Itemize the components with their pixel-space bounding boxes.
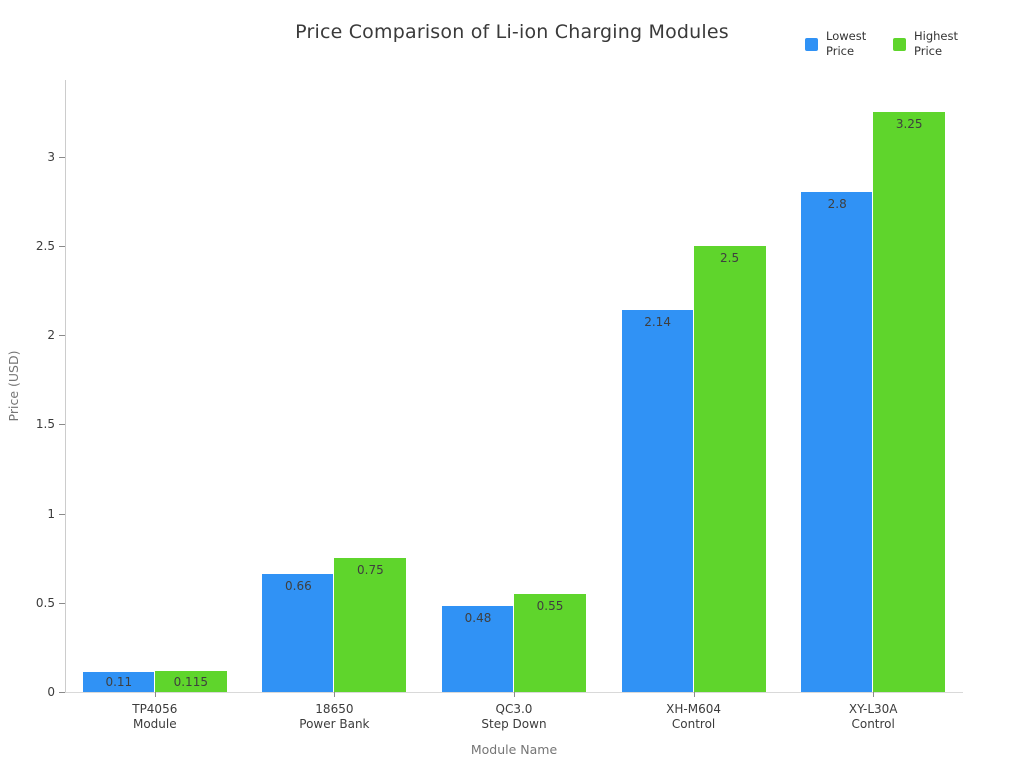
- category-label-line: QC3.0: [495, 702, 533, 716]
- y-tick-label: 2.5: [35, 238, 55, 253]
- category-label: TP4056 Module: [65, 702, 245, 732]
- y-tick-mark: [59, 335, 65, 337]
- y-tick-mark: [59, 513, 65, 515]
- y-tick-mark: [59, 602, 65, 604]
- legend-swatch-icon: [893, 37, 906, 51]
- bar-highest-price-2: [334, 558, 407, 692]
- y-tick-label: 1.5: [35, 417, 55, 432]
- category-label: 18650 Power Bank: [244, 702, 424, 732]
- y-axis-line: [65, 80, 66, 692]
- bar-highest-price-5: [873, 112, 946, 692]
- legend: Lowest Price Highest Price: [805, 29, 962, 59]
- y-tick-label: 1: [47, 506, 55, 521]
- bar-value-label: 0.11: [105, 675, 133, 689]
- legend-item-lowest-price: Lowest Price: [805, 29, 874, 59]
- category-label-line: XH-M604: [666, 702, 722, 716]
- y-tick-mark: [59, 692, 65, 693]
- y-tick-mark: [59, 424, 65, 426]
- category-label-line: Control: [851, 717, 895, 731]
- category-label-line: Step Down: [481, 717, 547, 731]
- bar-value-label: 0.48: [464, 611, 492, 625]
- category-label-line: TP4056: [132, 702, 178, 716]
- bar-value-label: 0.75: [357, 563, 384, 577]
- bar-lowest-price-2: [262, 574, 335, 692]
- legend-label: Lowest Price: [826, 29, 867, 58]
- x-tick-mark: [693, 692, 695, 697]
- bar-value-label: 0.55: [536, 599, 564, 613]
- category-label: XH-M604 Control: [604, 702, 784, 732]
- category-label-line: Module: [132, 717, 177, 731]
- y-tick-mark: [59, 156, 65, 158]
- legend-item-highest-price: Highest Price: [893, 29, 962, 59]
- bar-highest-price-4: [693, 246, 766, 692]
- bar-lowest-price-3: [442, 606, 514, 692]
- x-tick-mark: [514, 692, 515, 697]
- category-label-line: 18650: [315, 702, 354, 716]
- category-label: XY-L30A Control: [783, 702, 963, 732]
- y-tick-label: 0: [47, 685, 55, 699]
- x-tick-mark: [334, 692, 336, 697]
- y-tick-label: 3: [47, 149, 55, 164]
- bar-value-label: 2.8: [827, 197, 847, 211]
- bar-lowest-price-5: [801, 192, 874, 692]
- bar-value-label: 2.14: [644, 315, 671, 329]
- bar-value-label: 2.5: [720, 251, 740, 265]
- y-tick-label: 2: [47, 328, 55, 343]
- bar-highest-price-1: [154, 671, 227, 692]
- category-label-line: XY-L30A: [848, 702, 898, 716]
- x-tick-mark: [154, 692, 156, 697]
- category-label: QC3.0 Step Down: [424, 702, 604, 732]
- legend-label: Highest Price: [914, 29, 959, 58]
- y-tick-label: 0.5: [35, 595, 55, 610]
- legend-swatch-icon: [805, 37, 818, 51]
- bar-lowest-price-1: [82, 672, 155, 692]
- bar-value-label: 0.66: [285, 579, 312, 593]
- x-axis-title: Module Name: [470, 742, 558, 757]
- chart-title: Price Comparison of Li-ion Charging Modu…: [295, 21, 729, 43]
- bar-highest-price-3: [514, 594, 586, 692]
- y-tick-mark: [59, 245, 65, 247]
- x-tick-mark: [873, 692, 875, 697]
- category-label-line: Power Bank: [299, 717, 370, 731]
- bar-value-label: 0.115: [173, 674, 208, 689]
- category-label-line: Control: [671, 717, 716, 731]
- bar-lowest-price-4: [621, 310, 694, 692]
- bar-value-label: 3.25: [895, 117, 923, 131]
